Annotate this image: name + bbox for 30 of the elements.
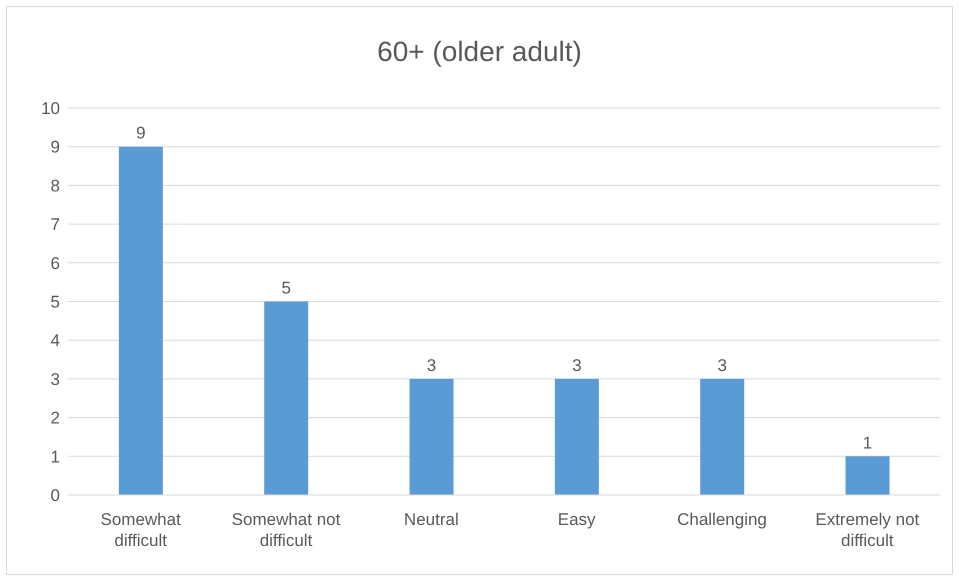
y-tick-label: 0 bbox=[50, 486, 60, 506]
x-tick-label: Neutral bbox=[404, 510, 459, 529]
y-tick-label: 9 bbox=[50, 138, 60, 157]
data-label: 3 bbox=[717, 356, 727, 375]
y-tick-label: 3 bbox=[50, 370, 60, 389]
y-tick-label: 6 bbox=[50, 254, 60, 273]
bar bbox=[118, 146, 163, 495]
bar bbox=[554, 378, 599, 495]
y-tick-label: 8 bbox=[50, 176, 60, 196]
data-label: 1 bbox=[862, 433, 872, 452]
data-label: 9 bbox=[136, 124, 146, 143]
bar bbox=[264, 302, 308, 495]
bar bbox=[410, 378, 454, 495]
y-tick-label: 1 bbox=[50, 447, 60, 466]
y-tick-label: 5 bbox=[50, 292, 60, 312]
data-label: 5 bbox=[281, 278, 291, 298]
data-label: 3 bbox=[572, 356, 582, 375]
y-tick-label: 4 bbox=[50, 331, 60, 350]
x-tick-label: Somewhat not difficult bbox=[232, 510, 341, 550]
chart-title: 60+ (older adult) bbox=[376, 36, 583, 68]
x-tick-label: Easy bbox=[558, 510, 596, 529]
x-tick-label: Challenging bbox=[677, 510, 767, 529]
x-tick-label: Extremely not difficult bbox=[815, 510, 920, 550]
y-tick-label: 7 bbox=[50, 215, 60, 234]
data-label: 3 bbox=[426, 356, 436, 375]
y-tick-label: 10 bbox=[41, 99, 60, 118]
bar bbox=[846, 456, 890, 495]
bar bbox=[700, 378, 744, 495]
x-tick-label: Somewhat difficult bbox=[100, 510, 182, 550]
y-tick-label: 2 bbox=[50, 408, 60, 428]
